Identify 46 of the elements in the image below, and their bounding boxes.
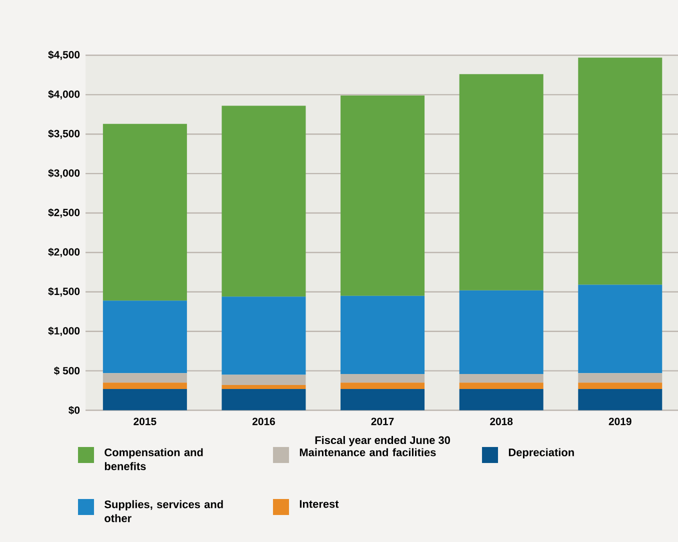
y-tick-label: $3,000 xyxy=(48,168,80,178)
bar xyxy=(102,382,187,389)
x-tick-label: 2016 xyxy=(252,418,275,426)
bar xyxy=(578,373,662,383)
y-tick-label: $1,500 xyxy=(48,287,80,297)
bar xyxy=(340,374,425,383)
bar xyxy=(222,374,306,385)
bar xyxy=(578,388,662,410)
bar xyxy=(102,373,187,383)
y-tick-label: $2,000 xyxy=(48,248,80,258)
bar xyxy=(340,95,425,296)
bar xyxy=(222,388,306,410)
y-tick-label: $0 xyxy=(68,406,80,415)
bar xyxy=(459,290,544,374)
bar xyxy=(578,284,662,374)
x-tick-label: 2015 xyxy=(134,418,156,426)
y-tick-label: $ 500 xyxy=(54,366,80,376)
bar xyxy=(459,382,544,389)
y-tick-label: $4,500 xyxy=(48,50,80,60)
bar xyxy=(102,388,187,410)
bar xyxy=(340,388,425,410)
bar xyxy=(459,388,544,410)
x-axis-title: Fiscal year ended June 30 xyxy=(315,436,450,446)
bar xyxy=(102,300,187,374)
y-tick-label: $3,500 xyxy=(48,129,80,139)
bar xyxy=(222,296,306,375)
x-tick-label: 2018 xyxy=(490,418,513,426)
bar xyxy=(222,384,306,389)
x-tick-label: 2017 xyxy=(371,418,394,426)
bar xyxy=(222,106,306,297)
bar xyxy=(459,74,544,290)
bar xyxy=(578,382,662,389)
bar xyxy=(459,374,544,383)
legend-label: Interest xyxy=(300,500,339,508)
bar xyxy=(340,296,425,374)
legend-label: Compensation and benefits xyxy=(104,448,203,470)
legend-label: Maintenance and facilities xyxy=(300,448,436,456)
x-tick-label: 2019 xyxy=(608,418,632,426)
y-tick-label: $1,000 xyxy=(48,326,80,336)
legend-label: Supplies, services and other xyxy=(104,500,223,522)
y-tick-label: $4,000 xyxy=(48,90,80,100)
bar xyxy=(102,124,187,301)
y-tick-label: $2,500 xyxy=(48,208,80,218)
bar xyxy=(340,382,425,389)
bar xyxy=(578,58,662,285)
legend-label: Depreciation xyxy=(508,448,574,458)
